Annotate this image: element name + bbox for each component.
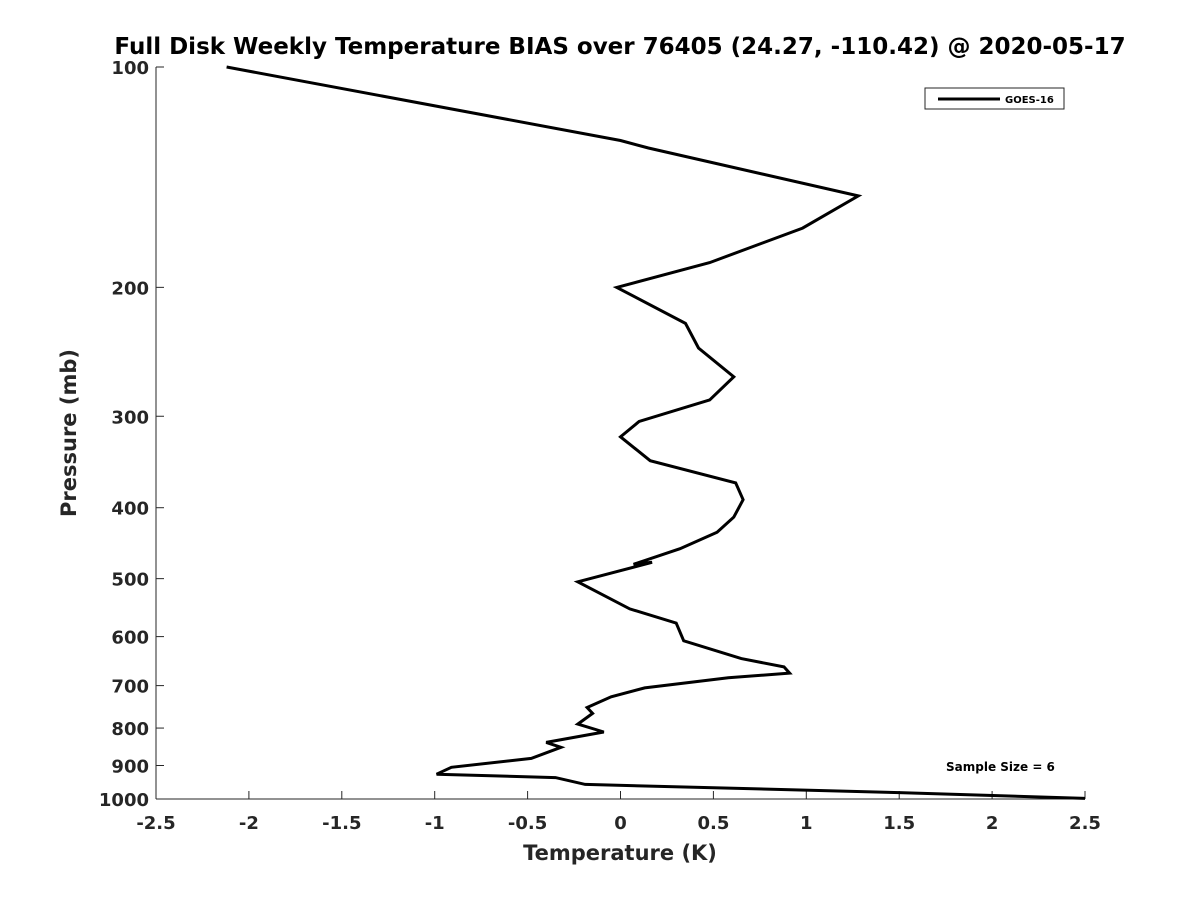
y-axis-ticks: 100 200 300 400 500 600 700 800 900 1000	[99, 58, 164, 811]
x-tick-label: 2.5	[1069, 813, 1101, 834]
y-tick-label: 400	[111, 499, 149, 520]
x-tick-label: -1	[425, 813, 445, 834]
y-tick-label: 900	[111, 757, 149, 778]
legend: GOES-16	[924, 87, 1065, 110]
x-axis-label: Temperature (K)	[523, 841, 717, 865]
chart-title: Full Disk Weekly Temperature BIAS over 7…	[114, 34, 1125, 60]
x-tick-label: -0.5	[508, 813, 547, 834]
x-tick-label: 1	[800, 813, 813, 834]
x-tick-label: -2.5	[136, 813, 175, 834]
y-tick-label: 500	[111, 570, 149, 591]
legend-entry-goes-16: GOES-16	[1005, 95, 1054, 106]
y-tick-label: 100	[111, 58, 149, 79]
x-tick-label: -1.5	[322, 813, 361, 834]
x-tick-label: 0.5	[697, 813, 729, 834]
y-tick-label: 700	[111, 677, 149, 698]
x-tick-label: -2	[239, 813, 259, 834]
sample-size-annotation: Sample Size = 6	[946, 760, 1055, 774]
y-tick-label: 1000	[99, 790, 149, 811]
series-line-goes-16	[226, 65, 1086, 800]
x-tick-label: 1.5	[883, 813, 915, 834]
y-tick-label: 300	[111, 407, 149, 428]
y-tick-label: 800	[111, 719, 149, 740]
y-axis-label: Pressure (mb)	[57, 349, 81, 517]
y-tick-label: 200	[111, 278, 149, 299]
y-tick-label: 600	[111, 628, 149, 649]
x-tick-label: 2	[986, 813, 999, 834]
x-tick-label: 0	[614, 813, 627, 834]
plot-area	[156, 67, 1085, 799]
x-axis-ticks: -2.5 -2 -1.5 -1 -0.5 0 0.5 1 1.5 2 2.5	[136, 791, 1101, 834]
